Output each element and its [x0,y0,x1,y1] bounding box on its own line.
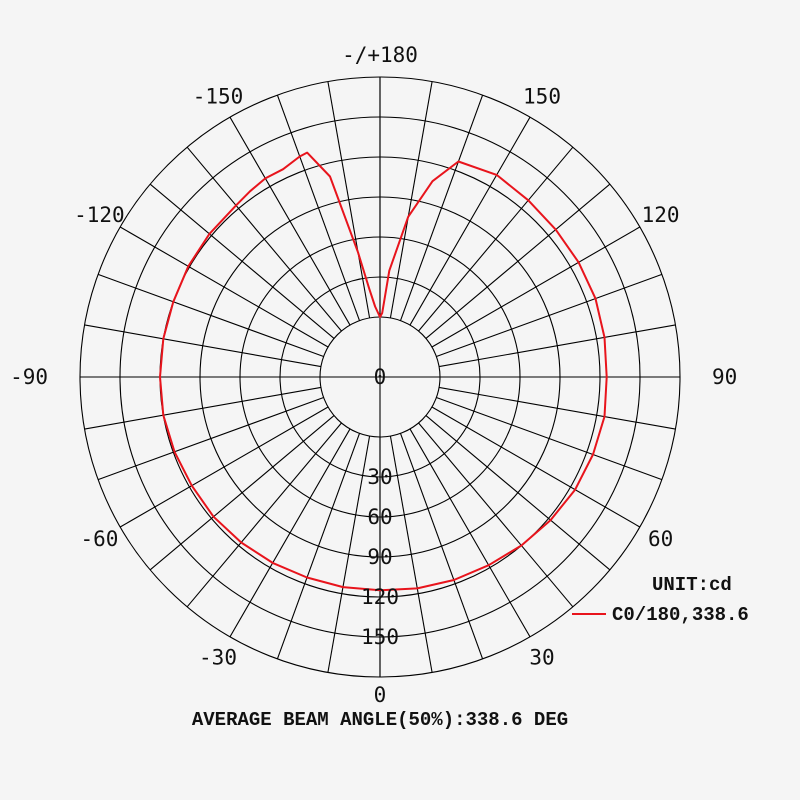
beam-angle-caption: AVERAGE BEAM ANGLE(50%):338.6 DEG [192,709,568,731]
angle-tick-label: 120 [642,203,680,227]
angle-tick-label: 60 [648,527,673,551]
angle-spoke [327,81,371,319]
legend: UNIT:cd C0/180,338.6 [572,574,749,626]
angle-spoke [276,94,360,321]
angle-spoke [84,386,322,430]
angle-spoke [389,81,433,319]
angle-spoke [425,183,611,339]
angle-spoke [438,386,676,430]
angle-spoke [409,116,531,326]
angle-spoke [400,94,484,321]
angle-tick-label: -60 [80,527,118,551]
angle-spoke [229,116,351,326]
angle-spoke [97,273,324,357]
angle-spoke [186,146,342,332]
series-line [159,151,608,592]
angle-spoke [84,324,322,368]
angle-spoke [276,433,360,660]
angle-spoke [229,428,351,638]
angle-spoke [400,433,484,660]
radial-tick-label: 150 [361,625,399,649]
angle-tick-label: -120 [74,203,125,227]
radial-tick-label: 60 [367,505,392,529]
angle-spoke [149,183,335,339]
angle-spoke [389,435,433,673]
angle-spoke [97,397,324,481]
angle-tick-label: 90 [712,365,737,389]
angle-spoke [418,146,574,332]
angle-tick-label: -/+180 [342,43,418,67]
angle-spoke [119,406,329,528]
radial-tick-label: 120 [361,585,399,609]
angle-spoke [431,406,641,528]
angle-spoke [186,422,342,608]
angle-tick-label: 150 [523,84,561,108]
radial-tick-label: 30 [367,465,392,489]
angle-spoke [119,226,329,348]
angle-spoke [436,273,663,357]
polar-grid [79,76,681,678]
radial-tick-label: 0 [374,365,387,389]
legend-entry: C0/180,338.6 [612,604,749,626]
angle-spoke [418,422,574,608]
angle-tick-label: -90 [10,365,48,389]
angle-spoke [436,397,663,481]
angle-spoke [425,415,611,571]
series-layer [159,151,608,592]
angle-spoke [409,428,531,638]
unit-label: UNIT:cd [652,574,732,596]
angle-tick-label: 0 [374,683,387,707]
radial-tick-label: 90 [367,545,392,569]
angle-spoke [327,435,371,673]
angle-tick-label: -30 [199,646,237,670]
angle-spoke [438,324,676,368]
angle-tick-label: 30 [529,646,554,670]
angle-spoke [431,226,641,348]
label-layer: -/+180 150 120 90 60 30 0 -30 -60 -90 -120 -150 0 30 6… [10,43,737,707]
angle-spoke [149,415,335,571]
angle-tick-label: -150 [193,84,244,108]
